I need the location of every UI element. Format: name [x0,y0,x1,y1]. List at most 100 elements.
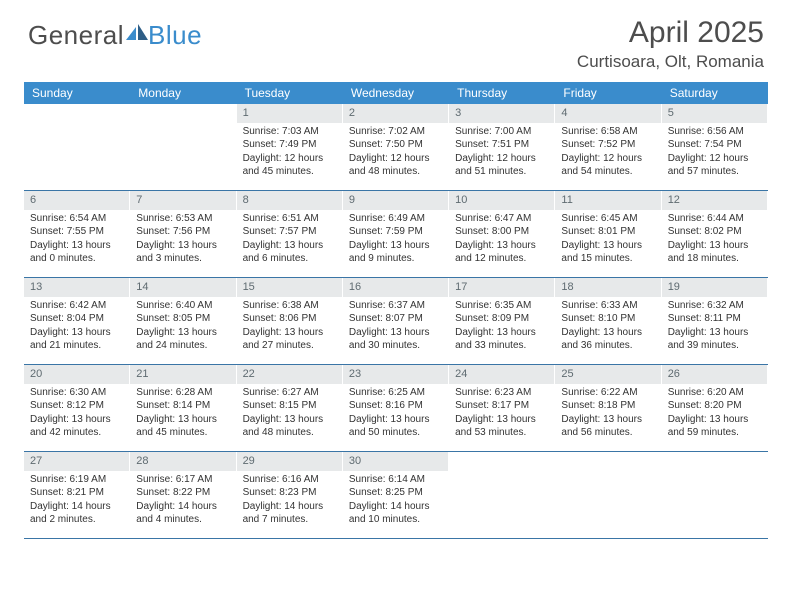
day-cell: 16Sunrise: 6:37 AMSunset: 8:07 PMDayligh… [343,278,449,364]
day-body: Sunrise: 6:30 AMSunset: 8:12 PMDaylight:… [24,386,130,444]
day-cell: 26Sunrise: 6:20 AMSunset: 8:20 PMDayligh… [662,365,768,451]
day-number: 24 [449,365,554,384]
day-sunset: Sunset: 8:23 PM [243,486,337,500]
day-sunset: Sunset: 8:20 PM [668,399,762,413]
day-daylight: Daylight: 13 hours and 48 minutes. [243,413,337,440]
day-sunset: Sunset: 8:22 PM [136,486,230,500]
day-body: Sunrise: 6:32 AMSunset: 8:11 PMDaylight:… [662,299,768,357]
day-sunset: Sunset: 8:17 PM [455,399,549,413]
day-body: Sunrise: 6:20 AMSunset: 8:20 PMDaylight:… [662,386,768,444]
day-daylight: Daylight: 13 hours and 45 minutes. [136,413,230,440]
day-sunrise: Sunrise: 6:32 AM [668,299,762,313]
day-number: 18 [555,278,660,297]
day-body: Sunrise: 6:42 AMSunset: 8:04 PMDaylight:… [24,299,130,357]
day-sunset: Sunset: 8:15 PM [243,399,337,413]
day-daylight: Daylight: 14 hours and 4 minutes. [136,500,230,527]
day-daylight: Daylight: 13 hours and 56 minutes. [561,413,655,440]
day-body: Sunrise: 6:25 AMSunset: 8:16 PMDaylight:… [343,386,449,444]
weekday-header: Tuesday [237,82,343,104]
day-cell: 1Sunrise: 7:03 AMSunset: 7:49 PMDaylight… [237,104,343,190]
day-sunrise: Sunrise: 6:54 AM [30,212,124,226]
day-sunset: Sunset: 7:51 PM [455,138,549,152]
day-daylight: Daylight: 13 hours and 27 minutes. [243,326,337,353]
day-cell: . [555,452,661,538]
day-number: 11 [555,191,660,210]
day-cell: 7Sunrise: 6:53 AMSunset: 7:56 PMDaylight… [130,191,236,277]
day-sunset: Sunset: 7:50 PM [349,138,443,152]
day-cell: 27 Sunrise: 6:19 AMSunset: 8:21 PMDayligh… [24,452,130,538]
day-number: 10 [449,191,554,210]
day-daylight: Daylight: 13 hours and 9 minutes. [349,239,443,266]
day-cell: 4Sunrise: 6:58 AMSunset: 7:52 PMDaylight… [555,104,661,190]
day-cell: 17Sunrise: 6:35 AMSunset: 8:09 PMDayligh… [449,278,555,364]
location-subtitle: Curtisoara, Olt, Romania [577,52,764,72]
day-cell: 21Sunrise: 6:28 AMSunset: 8:14 PMDayligh… [130,365,236,451]
day-sunset: Sunset: 8:25 PM [349,486,443,500]
day-number: 14 [130,278,235,297]
day-sunset: Sunset: 7:57 PM [243,225,337,239]
day-sunrise: Sunrise: 6:30 AM [30,386,124,400]
day-sunrise: Sunrise: 6:27 AM [243,386,337,400]
day-cell: 15Sunrise: 6:38 AMSunset: 8:06 PMDayligh… [237,278,343,364]
day-daylight: Daylight: 12 hours and 57 minutes. [668,152,762,179]
day-cell: 6Sunrise: 6:54 AMSunset: 7:55 PMDaylight… [24,191,130,277]
day-sunrise: Sunrise: 6:17 AM [136,473,230,487]
day-number: 27 [24,452,129,471]
day-sunset: Sunset: 7:59 PM [349,225,443,239]
calendar-grid: SundayMondayTuesdayWednesdayThursdayFrid… [24,82,768,539]
day-sunrise: Sunrise: 6:20 AM [668,386,762,400]
day-body: Sunrise: 6:44 AMSunset: 8:02 PMDaylight:… [662,212,768,270]
day-body: Sunrise: 6:19 AMSunset: 8:21 PMDaylight:… [24,473,130,531]
day-cell: 11 Sunrise: 6:45 AMSunset: 8:01 PMDayligh… [555,191,661,277]
weekday-header-row: SundayMondayTuesdayWednesdayThursdayFrid… [24,82,768,104]
day-sunrise: Sunrise: 6:33 AM [561,299,655,313]
page-title: April 2025 [577,16,764,50]
day-cell: 29Sunrise: 6:16 AMSunset: 8:23 PMDayligh… [237,452,343,538]
day-sunrise: Sunrise: 6:53 AM [136,212,230,226]
week-row: ..1Sunrise: 7:03 AMSunset: 7:49 PMDaylig… [24,104,768,191]
day-body: Sunrise: 6:17 AMSunset: 8:22 PMDaylight:… [130,473,236,531]
day-number: 12 [662,191,767,210]
day-sunset: Sunset: 8:14 PM [136,399,230,413]
day-cell: 22Sunrise: 6:27 AMSunset: 8:15 PMDayligh… [237,365,343,451]
day-sunset: Sunset: 8:02 PM [668,225,762,239]
day-number: 7 [130,191,235,210]
day-sunrise: Sunrise: 6:37 AM [349,299,443,313]
week-row: 13Sunrise: 6:42 AMSunset: 8:04 PMDayligh… [24,278,768,365]
day-daylight: Daylight: 14 hours and 10 minutes. [349,500,443,527]
day-sunset: Sunset: 8:07 PM [349,312,443,326]
day-body: Sunrise: 6:35 AMSunset: 8:09 PMDaylight:… [449,299,555,357]
day-cell: 24Sunrise: 6:23 AMSunset: 8:17 PMDayligh… [449,365,555,451]
day-body: Sunrise: 6:28 AMSunset: 8:14 PMDaylight:… [130,386,236,444]
day-number: 20 [24,365,129,384]
day-cell: 30Sunrise: 6:14 AMSunset: 8:25 PMDayligh… [343,452,449,538]
day-cell: . [24,104,130,190]
day-sunrise: Sunrise: 6:25 AM [349,386,443,400]
day-daylight: Daylight: 14 hours and 7 minutes. [243,500,337,527]
day-sunrise: Sunrise: 6:51 AM [243,212,337,226]
day-cell: 5Sunrise: 6:56 AMSunset: 7:54 PMDaylight… [662,104,768,190]
day-daylight: Daylight: 12 hours and 48 minutes. [349,152,443,179]
day-sunset: Sunset: 8:05 PM [136,312,230,326]
day-daylight: Daylight: 12 hours and 54 minutes. [561,152,655,179]
day-sunset: Sunset: 7:56 PM [136,225,230,239]
day-cell: 23Sunrise: 6:25 AMSunset: 8:16 PMDayligh… [343,365,449,451]
day-body: Sunrise: 6:45 AMSunset: 8:01 PMDaylight:… [555,212,661,270]
day-cell: 12 Sunrise: 6:44 AMSunset: 8:02 PMDayligh… [662,191,768,277]
day-body: Sunrise: 7:00 AMSunset: 7:51 PMDaylight:… [449,125,555,183]
day-sunrise: Sunrise: 7:03 AM [243,125,337,139]
day-number: 5 [662,104,767,123]
day-cell: 10Sunrise: 6:47 AMSunset: 8:00 PMDayligh… [449,191,555,277]
day-daylight: Daylight: 13 hours and 30 minutes. [349,326,443,353]
day-cell: 2Sunrise: 7:02 AMSunset: 7:50 PMDaylight… [343,104,449,190]
week-row: 27 Sunrise: 6:19 AMSunset: 8:21 PMDayligh… [24,452,768,539]
day-body: Sunrise: 6:27 AMSunset: 8:15 PMDaylight:… [237,386,343,444]
day-daylight: Daylight: 13 hours and 21 minutes. [30,326,124,353]
day-number: 19 [662,278,767,297]
day-daylight: Daylight: 14 hours and 2 minutes. [30,500,124,527]
day-daylight: Daylight: 13 hours and 50 minutes. [349,413,443,440]
day-sunrise: Sunrise: 6:22 AM [561,386,655,400]
day-sunrise: Sunrise: 6:45 AM [561,212,655,226]
day-sunrise: Sunrise: 6:44 AM [668,212,762,226]
day-sunset: Sunset: 8:18 PM [561,399,655,413]
